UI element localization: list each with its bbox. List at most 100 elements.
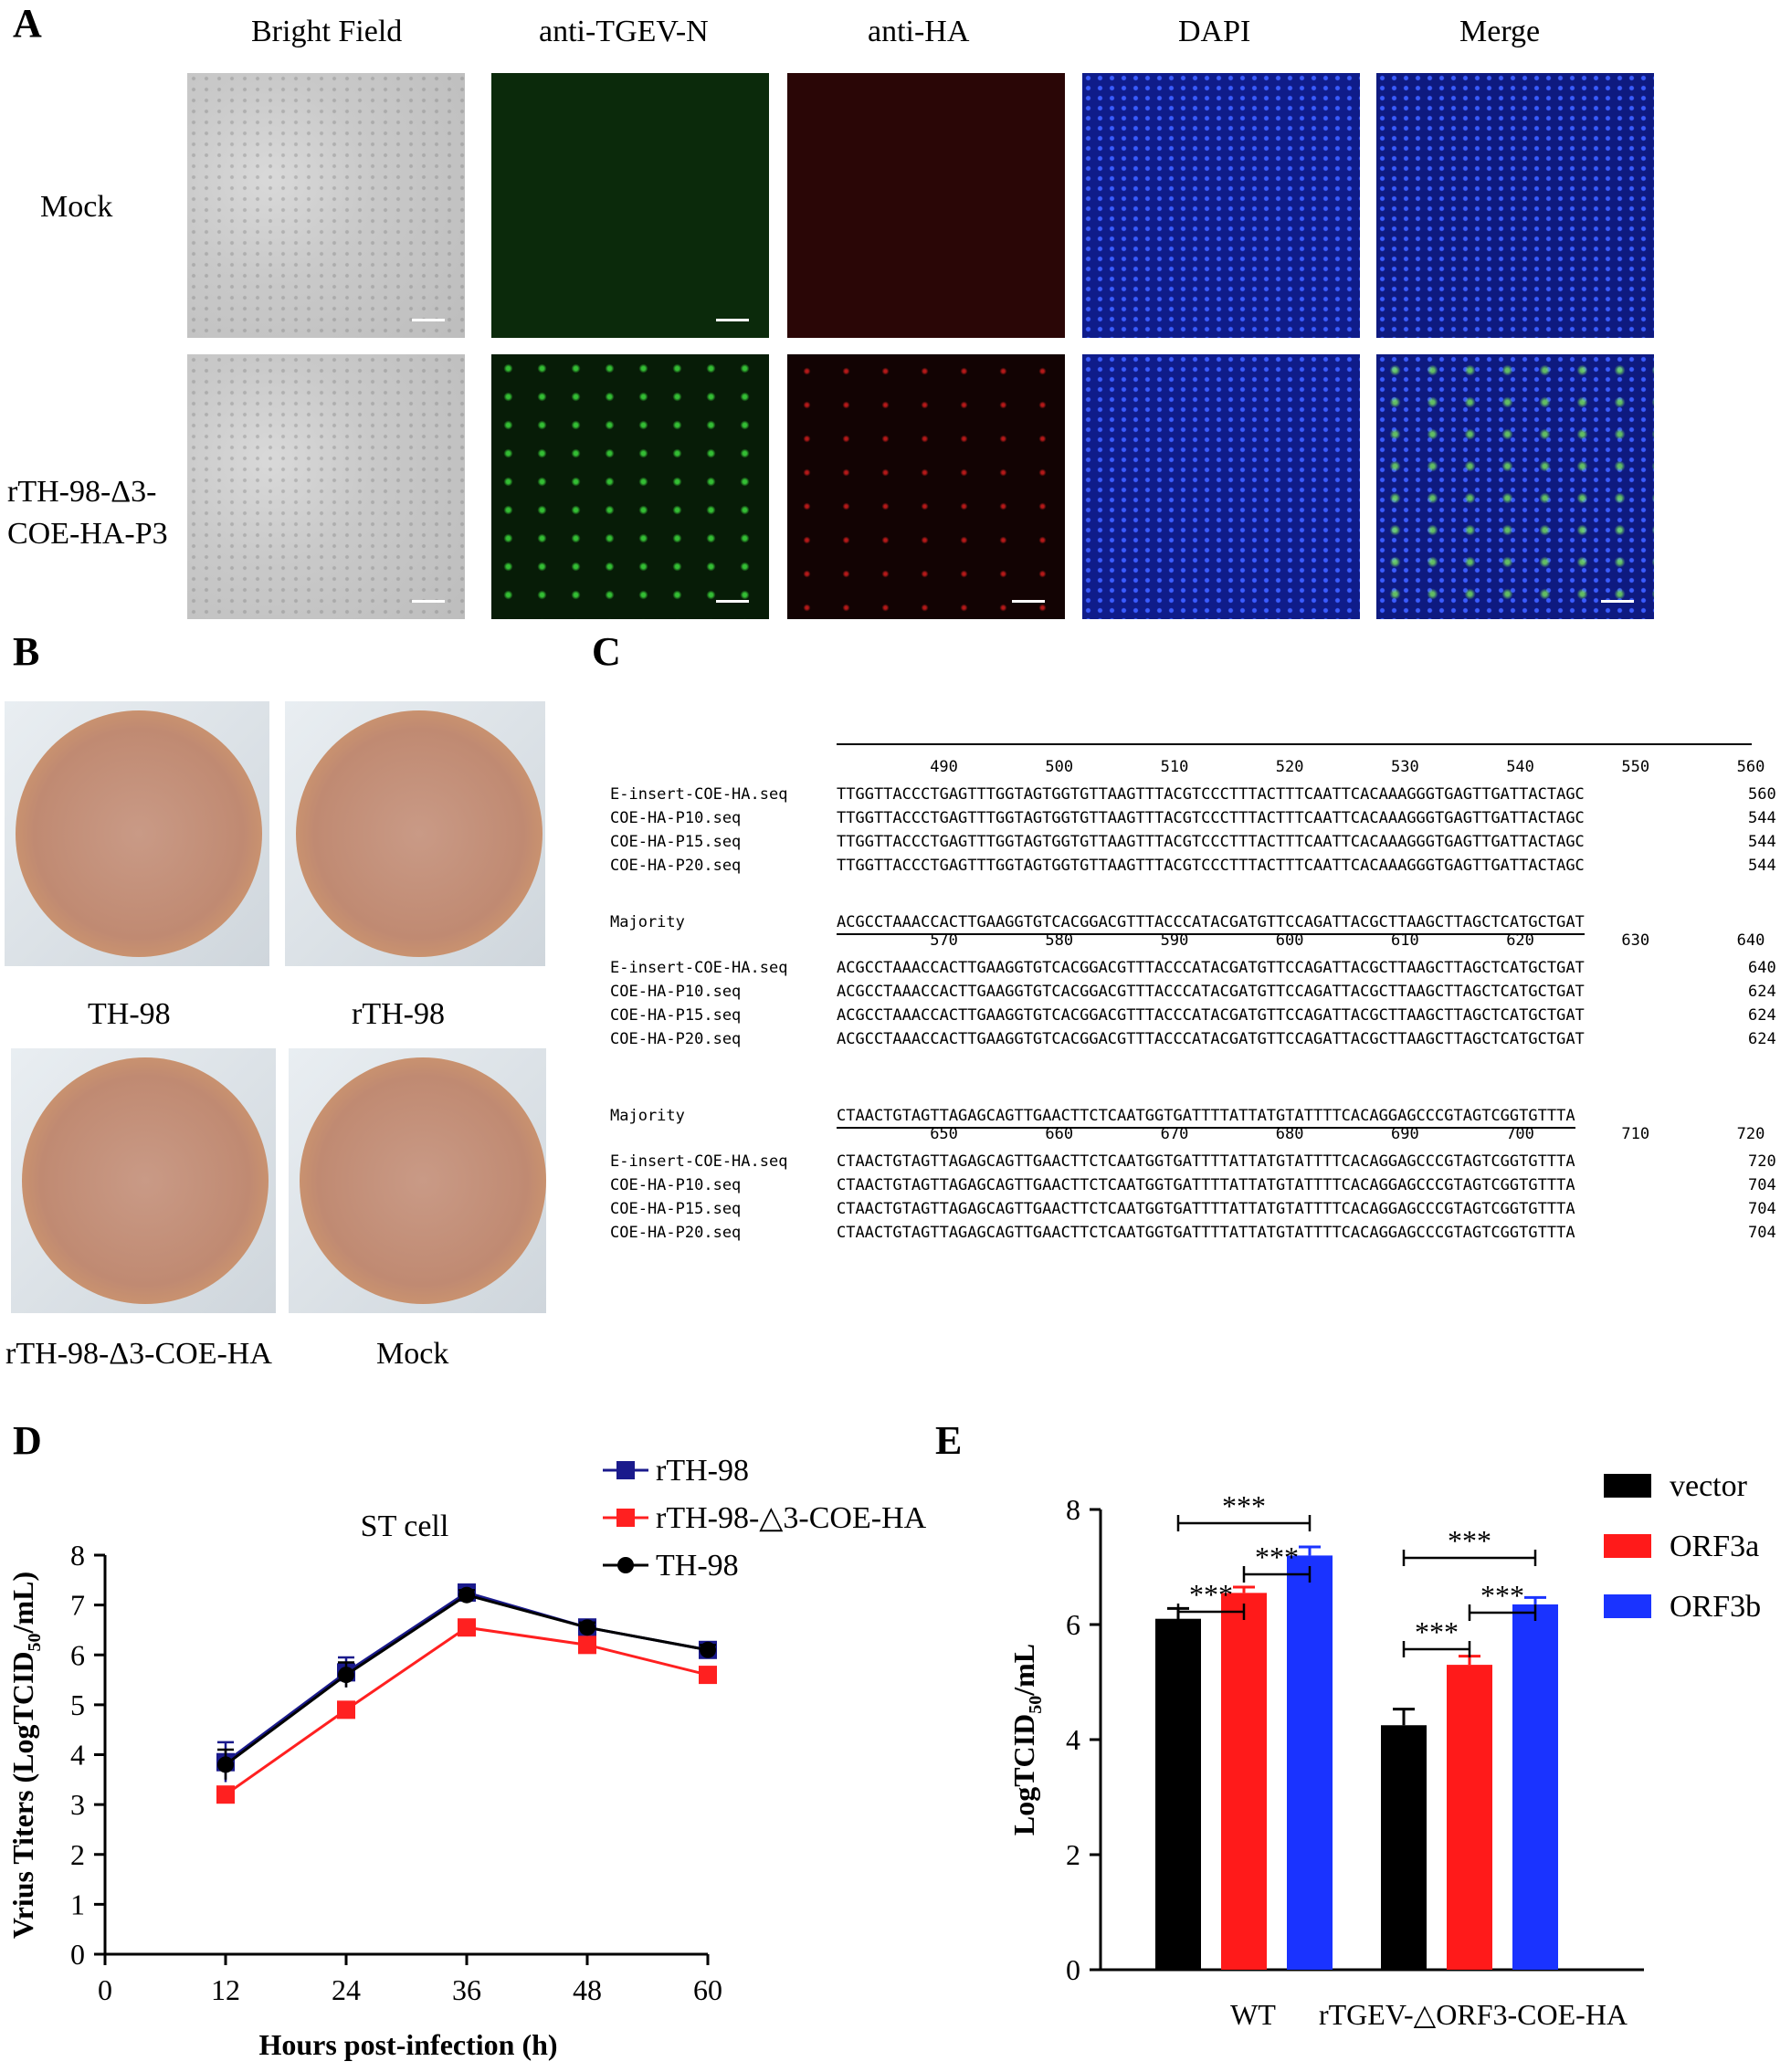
bar xyxy=(1221,1593,1267,1970)
scale-bar xyxy=(1601,600,1634,603)
micrograph-rth98-bright-field xyxy=(187,354,465,619)
scale-bar xyxy=(412,600,445,603)
majority-label: Majority xyxy=(610,913,685,931)
col-label-anti-tgev-n: anti-TGEV-N xyxy=(539,15,709,48)
sequence-end-position: 704 xyxy=(1748,1176,1776,1194)
ruler-tick-label: 630 xyxy=(1621,931,1650,950)
y-tick-label: 7 xyxy=(70,1589,85,1622)
ruler-tick-label: 700 xyxy=(1506,1125,1534,1143)
y-tick-label: 8 xyxy=(1066,1493,1080,1526)
sequence-name: E-insert-COE-HA.seq xyxy=(610,785,788,804)
ruler-tick-label: 620 xyxy=(1506,931,1534,950)
sequence-name: COE-HA-P10.seq xyxy=(610,983,742,1001)
col-label-anti-ha: anti-HA xyxy=(868,15,970,48)
sequence-name: COE-HA-P10.seq xyxy=(610,1176,742,1194)
dish-th98 xyxy=(5,701,269,966)
bar xyxy=(1381,1725,1427,1970)
panel-label-b: B xyxy=(13,629,40,674)
micrograph-mock-bright-field xyxy=(187,73,465,338)
sequence-end-position: 624 xyxy=(1748,983,1776,1001)
data-point xyxy=(337,1700,355,1720)
ruler-tick-label: 690 xyxy=(1391,1125,1419,1143)
ruler-tick-label: 720 xyxy=(1736,1125,1765,1143)
legend-swatch xyxy=(1604,1594,1651,1618)
ruler-tick-label: 600 xyxy=(1275,931,1304,950)
dish-label-rth98-delta3: rTH-98-Δ3-COE-HA xyxy=(5,1337,272,1371)
data-point xyxy=(458,1618,476,1637)
ruler-tick-label: 680 xyxy=(1275,1125,1304,1143)
data-point xyxy=(338,1667,354,1684)
ruler-tick-label: 500 xyxy=(1045,758,1074,776)
ruler-tick-label: 570 xyxy=(930,931,958,950)
significance-label: *** xyxy=(1222,1489,1266,1522)
data-point xyxy=(699,1666,717,1685)
sequence-end-position: 704 xyxy=(1748,1200,1776,1218)
dish-label-mock: Mock xyxy=(376,1337,449,1371)
sequence-row: TTGGTTACCCTGAGTTTGGTAGTGGTGTTAAGTTTACGTC… xyxy=(837,809,1585,827)
sequence-row: ACGCCTAAACCACTTGAAGGTGTCACGGACGTTTACCCAT… xyxy=(837,983,1585,1001)
legend-label: rTH-98-△3-COE-HA xyxy=(656,1501,927,1535)
sequence-row: CTAACTGTAGTTAGAGCAGTTGAACTTCTCAATGGTGATT… xyxy=(837,1176,1575,1194)
scale-bar xyxy=(716,600,749,603)
x-tick-label: 24 xyxy=(332,1973,361,2006)
sequence-name: COE-HA-P15.seq xyxy=(610,1200,742,1218)
panel-label-c: C xyxy=(592,629,621,674)
y-tick-label: 3 xyxy=(70,1788,85,1821)
legend-marker xyxy=(616,1509,635,1527)
y-tick-label: 8 xyxy=(70,1539,85,1572)
ruler-tick-label: 650 xyxy=(930,1125,958,1143)
micrograph-rth98-anti-tgev-n xyxy=(491,354,769,619)
bar xyxy=(1447,1665,1492,1970)
legend-marker xyxy=(616,1461,635,1479)
scale-bar xyxy=(1012,600,1045,603)
dish-label-th98: TH-98 xyxy=(88,997,171,1031)
ruler-tick-label: 540 xyxy=(1506,758,1534,776)
scale-bar xyxy=(716,319,749,321)
sequence-end-position: 640 xyxy=(1748,959,1776,977)
sequence-end-position: 704 xyxy=(1748,1224,1776,1242)
bar xyxy=(1155,1618,1201,1970)
sequence-row: TTGGTTACCCTGAGTTTGGTAGTGGTGTTAAGTTTACGTC… xyxy=(837,833,1585,851)
micrograph-rth98-anti-ha xyxy=(787,354,1065,619)
sequence-name: E-insert-COE-HA.seq xyxy=(610,1152,788,1171)
micrograph-rth98-dapi xyxy=(1082,354,1360,619)
col-label-merge: Merge xyxy=(1459,15,1541,48)
ruler-tick-label: 580 xyxy=(1045,931,1074,950)
row-label-rth98-line2: COE-HA-P3 xyxy=(7,517,168,551)
sequence-row: CTAACTGTAGTTAGAGCAGTTGAACTTCTCAATGGTGATT… xyxy=(837,1224,1575,1242)
scale-bar xyxy=(412,319,445,321)
sequence-row: ACGCCTAAACCACTTGAAGGTGTCACGGACGTTTACCCAT… xyxy=(837,1006,1585,1025)
sequence-row: TTGGTTACCCTGAGTTTGGTAGTGGTGTTAAGTTTACGTC… xyxy=(837,857,1585,875)
x-tick-label: 0 xyxy=(98,1973,112,2006)
data-point xyxy=(700,1641,716,1658)
ruler-tick-label: 530 xyxy=(1391,758,1419,776)
majority-label: Majority xyxy=(610,1107,685,1125)
micrograph-mock-anti-tgev-n xyxy=(491,73,769,338)
legend-label: TH-98 xyxy=(656,1549,739,1583)
sequence-end-position: 624 xyxy=(1748,1030,1776,1048)
panel-label-d: D xyxy=(13,1418,42,1463)
sequence-row: ACGCCTAAACCACTTGAAGGTGTCACGGACGTTTACCCAT… xyxy=(837,959,1585,977)
sequence-end-position: 544 xyxy=(1748,833,1776,851)
micrograph-mock-dapi xyxy=(1082,73,1360,338)
x-tick-label: 60 xyxy=(693,1973,722,2006)
sequence-name: COE-HA-P15.seq xyxy=(610,1006,742,1025)
significance-label: *** xyxy=(1415,1615,1459,1648)
row-label-rth98-line1: rTH-98-Δ3- xyxy=(7,475,157,509)
sequence-end-position: 544 xyxy=(1748,809,1776,827)
series-line xyxy=(225,1591,709,1763)
legend-label: rTH-98 xyxy=(656,1454,749,1488)
y-tick-label: 0 xyxy=(70,1938,85,1971)
y-tick-label: 5 xyxy=(70,1688,85,1721)
sequence-end-position: 624 xyxy=(1748,1006,1776,1025)
row-label-mock: Mock xyxy=(40,190,113,224)
y-tick-label: 1 xyxy=(70,1888,85,1920)
dish-rth98-delta3 xyxy=(11,1048,276,1313)
dish-label-rth98: rTH-98 xyxy=(352,997,445,1031)
x-tick-label: 12 xyxy=(211,1973,240,2006)
col-label-bright-field: Bright Field xyxy=(251,15,403,48)
y-tick-label: 0 xyxy=(1066,1953,1080,1986)
legend-swatch xyxy=(1604,1474,1651,1498)
data-point xyxy=(216,1785,235,1804)
category-label: WT xyxy=(1230,1998,1276,2031)
